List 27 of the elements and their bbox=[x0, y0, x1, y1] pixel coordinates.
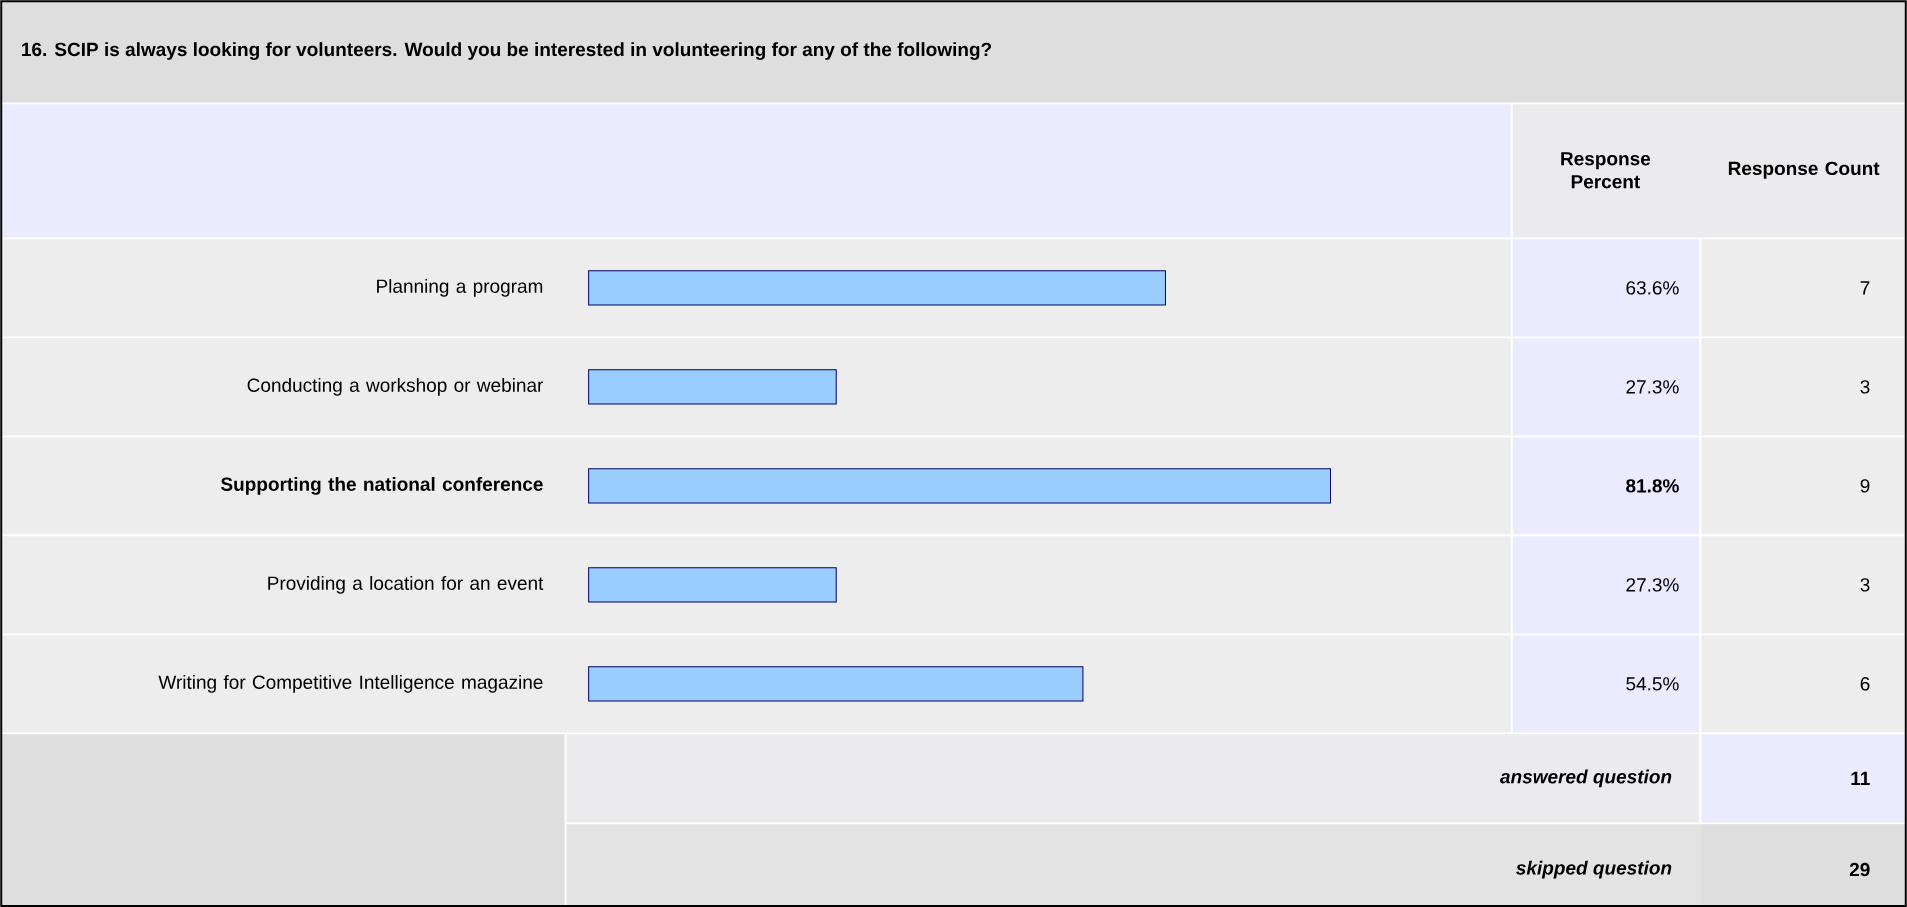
bar bbox=[588, 468, 1332, 504]
y-tick-label: Planning a program bbox=[377, 278, 543, 297]
chart-title: 16. SCIP is always looking for volunteers. Would you be interested in volunteering for any of the following? bbox=[22, 42, 992, 60]
text: Response Count bbox=[1728, 161, 1880, 179]
y-tick-label: Conducting a workshop or webinar bbox=[247, 377, 544, 396]
text: 3 bbox=[1860, 380, 1870, 394]
text: 3 bbox=[1860, 578, 1870, 592]
bar bbox=[588, 369, 837, 405]
text: skipped question bbox=[1516, 860, 1672, 879]
y-tick-label: Supporting the national conference bbox=[220, 476, 543, 495]
text: 29 bbox=[1849, 862, 1870, 877]
data-label: 63.6% bbox=[1626, 281, 1679, 295]
bar bbox=[588, 270, 1166, 306]
y-tick-label: Providing a location for an event bbox=[268, 575, 544, 594]
bar bbox=[588, 567, 837, 603]
data-label: 54.5% bbox=[1626, 677, 1679, 691]
text: 9 bbox=[1860, 479, 1870, 493]
text: 11 bbox=[1851, 771, 1870, 785]
data-label: 27.3% bbox=[1626, 578, 1679, 592]
text: 7 bbox=[1860, 281, 1870, 295]
y-tick-label: Writing for Competitive Intelligence magazine bbox=[158, 674, 543, 693]
data-label: 81.8% bbox=[1626, 479, 1679, 493]
text: 6 bbox=[1860, 676, 1870, 691]
text: answered question bbox=[1500, 769, 1672, 788]
bar bbox=[588, 666, 1084, 702]
text: Response Percent bbox=[1561, 152, 1651, 189]
data-label: 27.3% bbox=[1626, 380, 1679, 394]
